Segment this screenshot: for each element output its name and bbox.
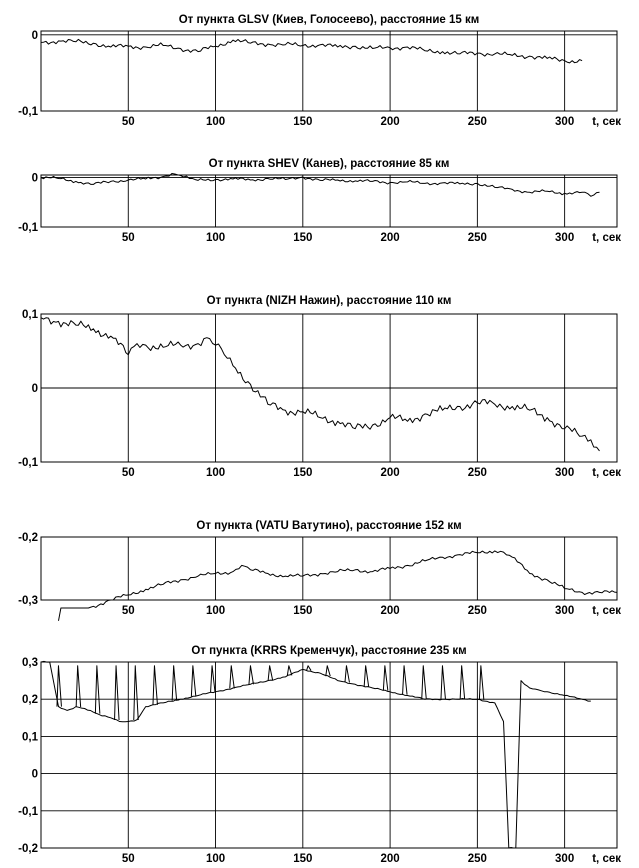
series-line — [58, 550, 618, 621]
y-tick-label: 0 — [32, 172, 38, 184]
series-spike — [248, 665, 254, 685]
y-tick-label: 0,3 — [22, 657, 38, 669]
plot-frame — [40, 174, 618, 228]
x-tick-label: 100 — [206, 853, 225, 865]
x-tick-label: 50 — [122, 605, 135, 617]
y-tick-label: -0,3 — [18, 595, 38, 607]
x-axis-label: t, сек — [592, 605, 621, 617]
y-tick-label: -0,1 — [18, 106, 38, 118]
series-spike — [56, 665, 62, 707]
series-spike — [306, 665, 312, 671]
y-tick-label: -0,2 — [18, 532, 38, 544]
panel-title: От пункта (KRRS Кременчук), расстояние 2… — [191, 645, 466, 657]
x-tick-label: 100 — [206, 232, 225, 244]
panel-5: От пункта (KRRS Кременчук), расстояние 2… — [18, 645, 621, 865]
series-spike — [229, 665, 235, 689]
y-tick-label: -0,1 — [18, 457, 38, 469]
x-axis-label: t, сек — [592, 116, 621, 128]
series-line — [40, 660, 591, 849]
x-tick-label: 250 — [468, 605, 487, 617]
series-spike — [402, 665, 408, 695]
series-line — [40, 173, 600, 197]
panel-4: От пункта (VATU Ватутино), расстояние 15… — [18, 520, 621, 621]
x-tick-label: 100 — [206, 116, 225, 128]
y-tick-label: 0 — [32, 769, 38, 781]
series-spike — [325, 665, 331, 677]
series-spike — [114, 665, 120, 721]
series-spike — [382, 665, 389, 691]
series-spike — [286, 665, 293, 676]
x-tick-label: 300 — [555, 467, 574, 479]
x-tick-label: 200 — [380, 467, 399, 479]
x-tick-label: 300 — [555, 232, 574, 244]
y-tick-label: 0 — [32, 30, 38, 42]
x-tick-label: 50 — [122, 116, 135, 128]
plot-frame — [40, 661, 618, 849]
y-tick-label: -0,1 — [18, 222, 38, 234]
series-spike — [459, 665, 466, 700]
panel-title: От пункта (VATU Ватутино), расстояние 15… — [196, 520, 461, 532]
series-spike — [152, 665, 158, 705]
x-tick-label: 300 — [555, 853, 574, 865]
series-spike — [421, 665, 427, 699]
plot-frame — [40, 536, 618, 601]
x-axis-label: t, сек — [592, 232, 621, 244]
x-tick-label: 250 — [468, 116, 487, 128]
x-tick-label: 250 — [468, 232, 487, 244]
y-tick-label: 0,2 — [22, 694, 38, 706]
x-tick-label: 250 — [468, 467, 487, 479]
x-tick-label: 150 — [293, 116, 312, 128]
x-tick-label: 200 — [380, 116, 399, 128]
x-axis-label: t, сек — [592, 853, 621, 865]
y-tick-label: -0,2 — [18, 843, 38, 855]
series-spike — [267, 665, 274, 681]
x-tick-label: 150 — [293, 853, 312, 865]
series-spike — [440, 665, 446, 700]
x-tick-label: 300 — [555, 116, 574, 128]
y-tick-label: 0,1 — [22, 731, 39, 743]
x-tick-label: 50 — [122, 232, 135, 244]
series-spike — [478, 665, 485, 700]
series-spike — [344, 665, 350, 683]
series-spike — [133, 665, 139, 721]
panel-3: От пункта (NIZH Нажин), расстояние 110 к… — [18, 295, 621, 479]
panel-title: От пункта (NIZH Нажин), расстояние 110 к… — [207, 295, 452, 307]
panel-title: От пункта GLSV (Киев, Голосеево), рассто… — [179, 14, 480, 26]
panel-title: От пункта SHEV (Канев), расстояние 85 км — [209, 158, 450, 170]
panel-2: От пункта SHEV (Канев), расстояние 85 км… — [18, 158, 621, 244]
x-tick-label: 150 — [293, 467, 312, 479]
series-spike — [94, 665, 101, 714]
x-tick-label: 200 — [380, 605, 399, 617]
x-tick-label: 200 — [380, 853, 399, 865]
series-spike — [75, 665, 82, 708]
x-axis-label: t, сек — [592, 467, 621, 479]
x-tick-label: 100 — [206, 467, 225, 479]
panel-1: От пункта GLSV (Киев, Голосеево), рассто… — [18, 14, 621, 128]
plot-frame — [40, 30, 618, 112]
x-tick-label: 150 — [293, 232, 312, 244]
x-tick-label: 300 — [555, 605, 574, 617]
series-spike — [190, 665, 197, 697]
series-spike — [171, 665, 178, 701]
y-tick-label: 0 — [32, 383, 38, 395]
x-tick-label: 150 — [293, 605, 312, 617]
x-tick-label: 200 — [380, 232, 399, 244]
y-tick-label: 0,1 — [22, 309, 39, 321]
series-line — [40, 38, 583, 64]
x-tick-label: 250 — [468, 853, 487, 865]
x-tick-label: 50 — [122, 467, 135, 479]
y-tick-label: -0,1 — [18, 806, 38, 818]
series-spike — [363, 665, 370, 687]
x-tick-label: 50 — [122, 853, 135, 865]
series-spike — [210, 665, 216, 693]
series-line — [40, 317, 600, 452]
x-tick-label: 100 — [206, 605, 225, 617]
